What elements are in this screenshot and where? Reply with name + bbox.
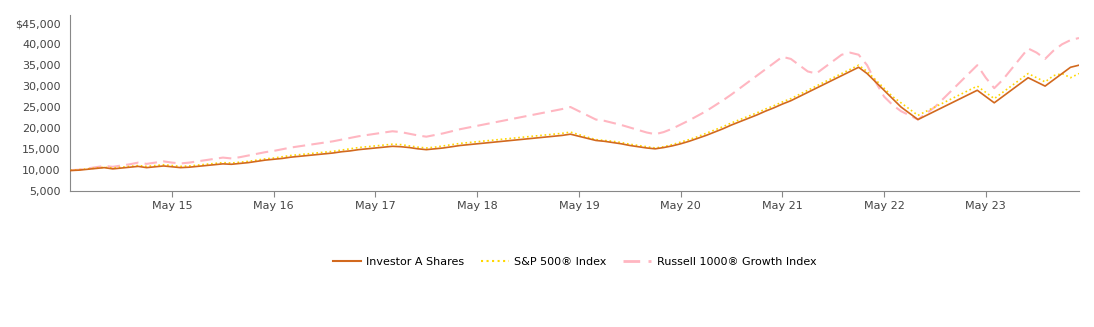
Legend: Investor A Shares, S&P 500® Index, Russell 1000® Growth Index: Investor A Shares, S&P 500® Index, Russe… [328, 252, 820, 271]
